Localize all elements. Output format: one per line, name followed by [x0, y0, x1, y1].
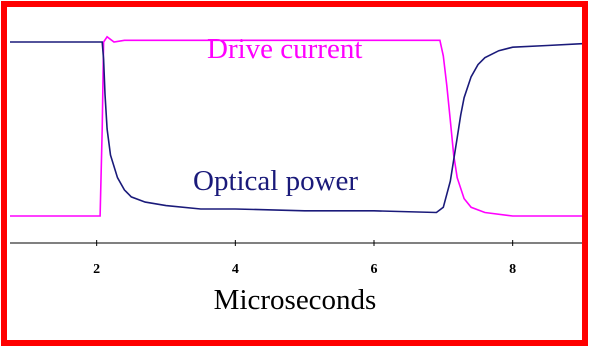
x-axis-title: Microseconds [214, 284, 377, 316]
x-tick-label: 4 [232, 262, 239, 277]
series-label-optical-power: Optical power [193, 165, 358, 197]
series-line-drive-current [10, 35, 582, 217]
x-axis-ticks: 2 4 6 8 [93, 240, 516, 277]
x-tick-label: 6 [371, 262, 378, 277]
x-tick-label: 8 [509, 262, 516, 277]
series-label-drive-current: Drive current [207, 33, 362, 65]
series-line-optical-power [10, 41, 583, 214]
x-tick-label: 2 [93, 262, 100, 277]
